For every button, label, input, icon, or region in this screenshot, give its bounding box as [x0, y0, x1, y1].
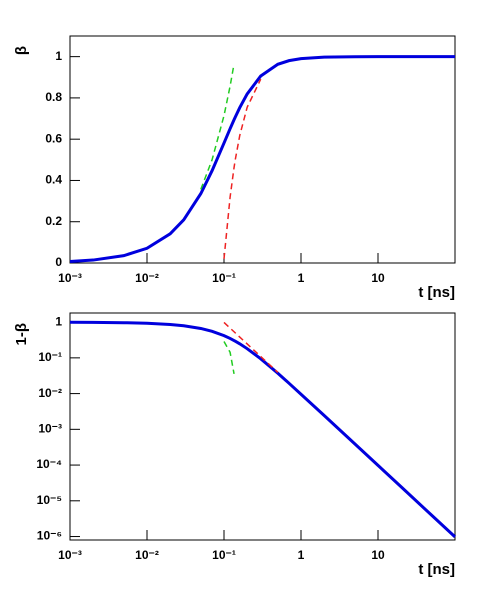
y-tick-label: 10⁻⁵: [37, 493, 62, 507]
y-tick-label: 0.8: [45, 90, 62, 104]
y-axis-label: 1-β: [13, 323, 30, 346]
x-tick-label: 10⁻²: [135, 271, 159, 285]
x-tick-label: 10⁻²: [135, 548, 159, 562]
y-tick-label: 1: [55, 49, 62, 63]
x-tick-label: 10⁻¹: [212, 548, 236, 562]
y-tick-label: 0: [55, 255, 62, 269]
y-tick-label: 10⁻³: [38, 422, 62, 436]
x-axis-label: t [ns]: [418, 561, 455, 578]
series-line: [69, 55, 455, 264]
x-tick-label: 1: [298, 548, 305, 562]
y-tick-label: 10⁻²: [38, 386, 62, 400]
y-tick-label: 0.4: [45, 173, 62, 187]
x-tick-label: 1: [298, 271, 305, 285]
x-tick-label: 10: [371, 548, 385, 562]
y-tick-label: 10⁻⁶: [37, 529, 62, 543]
y-tick-label: 10⁻¹: [38, 350, 62, 364]
plot-frame: [69, 312, 456, 541]
x-tick-label: 10⁻¹: [212, 271, 236, 285]
x-axis-label: t [ns]: [418, 284, 455, 301]
x-tick-label: 10: [371, 271, 385, 285]
y-tick-label: 10⁻⁴: [36, 457, 62, 471]
y-tick-label: 0.2: [45, 214, 62, 228]
series-line: [69, 320, 457, 538]
y-tick-label: 1: [55, 314, 62, 328]
x-tick-label: 10⁻³: [58, 548, 82, 562]
y-tick-label: 0.6: [45, 131, 62, 145]
series-line: [200, 63, 235, 190]
x-tick-label: 10⁻³: [58, 271, 82, 285]
series-line: [223, 78, 262, 259]
series-line: [223, 341, 235, 374]
y-axis-label: β: [13, 46, 30, 55]
plot-frame: [69, 35, 456, 264]
